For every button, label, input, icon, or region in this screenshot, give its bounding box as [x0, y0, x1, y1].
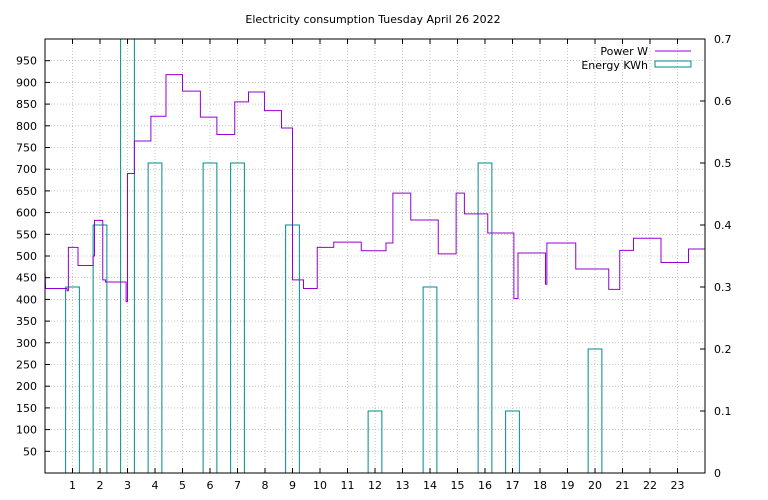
y2-tick-label: 0.1	[714, 405, 732, 418]
x-tick-label: 9	[289, 479, 296, 492]
x-tick-label: 6	[207, 479, 214, 492]
x-tick-label: 2	[97, 479, 104, 492]
y-tick-label: 450	[16, 272, 37, 285]
y2-tick-label: 0.5	[714, 157, 732, 170]
y-tick-label: 100	[16, 424, 37, 437]
x-tick-label: 13	[396, 479, 410, 492]
y-tick-label: 200	[16, 380, 37, 393]
x-tick-label: 4	[152, 479, 159, 492]
x-tick-label: 1	[69, 479, 76, 492]
legend-label-power: Power W	[600, 45, 648, 58]
legend: Power W Energy KWh	[581, 45, 692, 72]
power-line-group	[44, 74, 705, 303]
x-tick-label: 19	[561, 479, 575, 492]
x-tick-label: 14	[423, 479, 437, 492]
plot-border	[44, 38, 706, 474]
x-tick-label: 12	[368, 479, 382, 492]
x-tick-label: 8	[262, 479, 269, 492]
y-tick-label: 600	[16, 207, 37, 220]
legend-swatch-energy	[654, 60, 692, 68]
energy-bar	[422, 286, 438, 474]
x-tick-label: 17	[506, 479, 520, 492]
y-tick-label: 900	[16, 76, 37, 89]
y-tick-label: 500	[16, 250, 37, 263]
y-tick-label: 150	[16, 402, 37, 415]
y-tick-label: 750	[16, 142, 37, 155]
x-tick-label: 23	[671, 479, 685, 492]
y-tick-label: 550	[16, 228, 37, 241]
x-tick-label: 11	[341, 479, 355, 492]
y2-tick-label: 0.7	[714, 33, 732, 46]
x-tick-label: 18	[533, 479, 547, 492]
x-tick-label: 15	[451, 479, 465, 492]
x-tick-label: 20	[588, 479, 602, 492]
y-tick-label: 400	[16, 293, 37, 306]
x-tick-label: 22	[643, 479, 657, 492]
x-tick-label: 21	[616, 479, 630, 492]
x-tick-label: 3	[124, 479, 131, 492]
y-tick-label: 300	[16, 337, 37, 350]
y-tick-label: 950	[16, 55, 37, 68]
grid	[45, 39, 705, 473]
x-tick-label: 16	[478, 479, 492, 492]
y-tick-label: 700	[16, 163, 37, 176]
y-tick-label: 800	[16, 120, 37, 133]
y-tick-label: 850	[16, 98, 37, 111]
y-tick-label: 650	[16, 185, 37, 198]
y2-tick-label: 0.3	[714, 281, 732, 294]
y2-tick-label: 0	[714, 467, 721, 480]
y2-tick-label: 0.6	[714, 95, 732, 108]
y-tick-label: 50	[23, 445, 37, 458]
y2-tick-label: 0.2	[714, 343, 732, 356]
x-tick-label: 7	[234, 479, 241, 492]
y-tick-label: 250	[16, 359, 37, 372]
legend-label-energy: Energy KWh	[581, 59, 648, 72]
y-tick-label: 350	[16, 315, 37, 328]
y2-tick-label: 0.4	[714, 219, 732, 232]
power-line	[44, 74, 705, 303]
x-tick-label: 5	[179, 479, 186, 492]
x-tick-label: 10	[313, 479, 327, 492]
energy-bar	[65, 286, 80, 474]
axes: 1 2 3 4 5 6 7 8 9 10 11 12 13 14 15 16 17 18 19 20 21 22 23501…	[16, 33, 732, 492]
chart-title: Electricity consumption Tuesday April 26…	[245, 13, 500, 26]
